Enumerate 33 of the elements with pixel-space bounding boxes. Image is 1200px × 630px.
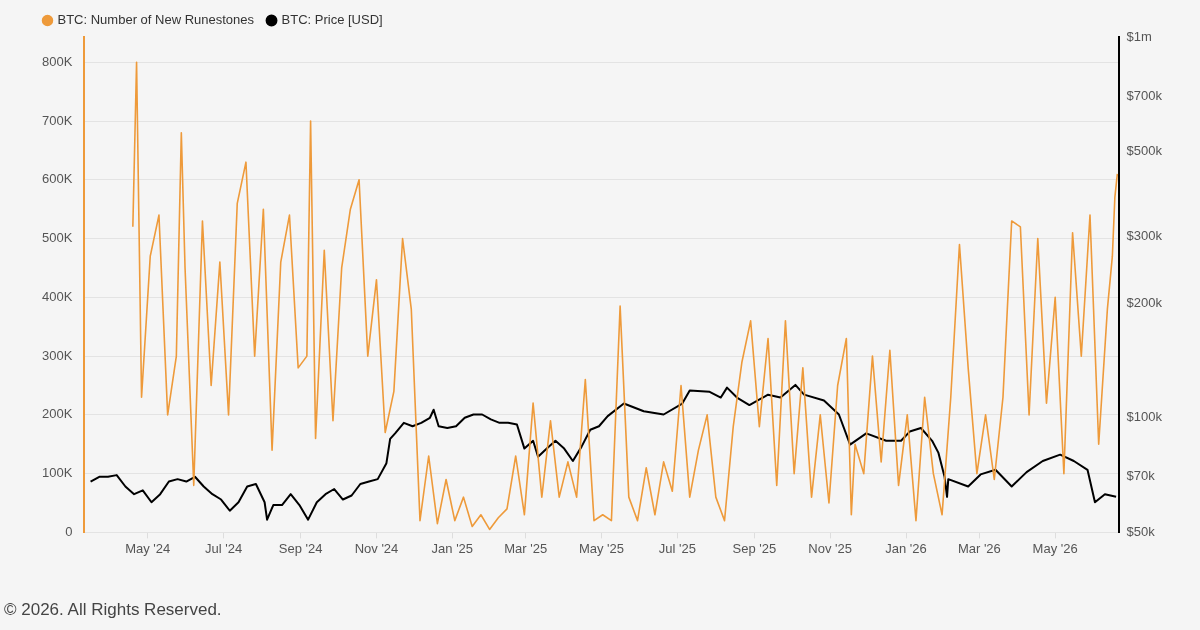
y-tick-label: 300K — [41, 347, 73, 363]
x-tick-label: May '25 — [578, 540, 625, 556]
x-tick-label: Sep '24 — [278, 540, 323, 556]
legend-label: BTC: Number of New Runestones — [57, 12, 255, 28]
y-tick-label: 100K — [41, 465, 73, 481]
x-tick-label: Mar '26 — [957, 540, 1001, 556]
y2-tick-label: $50k — [1126, 523, 1156, 539]
y2-tick-label: $100k — [1126, 409, 1163, 425]
y2-tick-label: $200k — [1126, 294, 1163, 310]
text: © 2026. All Rights Reserved. — [4, 600, 222, 620]
y2-tick-label: $700k — [1126, 87, 1163, 103]
x-tick-label: Jul '24 — [205, 540, 243, 556]
x-tick-label: May '26 — [1032, 540, 1078, 556]
y-tick-label: 400K — [41, 288, 73, 304]
x-tick-label: Mar '25 — [504, 540, 548, 556]
x-tick-label: Jul '25 — [658, 540, 696, 556]
x-tick-label: Jan '25 — [431, 540, 474, 556]
y2-tick-label: $500k — [1126, 143, 1163, 159]
x-tick-label: Nov '24 — [354, 540, 399, 556]
y2-tick-label: $300k — [1126, 227, 1163, 243]
y-tick-label: 800K — [41, 53, 73, 69]
legend-label: BTC: Price [USD] — [281, 12, 383, 28]
x-tick-label: Jan '26 — [885, 540, 927, 556]
y-tick-label: 600K — [41, 171, 73, 187]
y-tick-label: 500K — [41, 230, 73, 246]
y-tick-label: 200K — [41, 406, 73, 422]
y-tick-label: 0 — [65, 523, 73, 539]
x-tick-label: Sep '25 — [732, 540, 777, 556]
y2-tick-label: $1m — [1126, 28, 1152, 44]
y2-tick-label: $70k — [1126, 468, 1156, 484]
x-tick-label: May '24 — [125, 540, 171, 556]
x-tick-label: Nov '25 — [808, 540, 853, 556]
y-tick-label: 700K — [41, 112, 73, 128]
